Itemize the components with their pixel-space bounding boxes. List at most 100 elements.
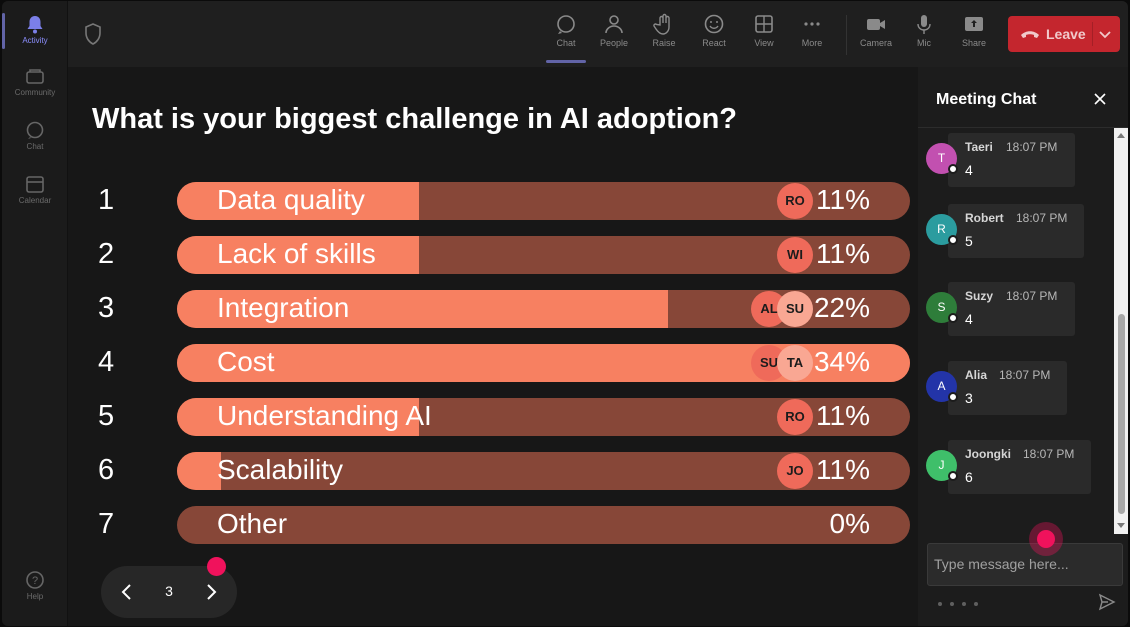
option-bar: Integration AL SU 22% [177,290,910,328]
sender-name: Suzy [965,289,994,303]
raise-hand-button[interactable]: Raise [640,9,688,61]
view-label: View [754,38,774,48]
poll-option[interactable]: 7 Other 0% [68,506,918,544]
presence-dot [948,392,958,402]
people-button[interactable]: People [590,9,638,61]
calendar-icon [26,176,44,193]
chat-message[interactable]: Suzy 18:07 PM 4 [948,282,1075,336]
more-button[interactable]: More [788,9,836,61]
poll-question: What is your biggest challenge in AI ado… [92,103,738,135]
rail-item-community[interactable]: Community [2,59,68,109]
chat-message[interactable]: Taeri 18:07 PM 4 [948,133,1075,187]
option-label: Integration [217,292,350,323]
option-number: 6 [98,454,115,486]
meeting-chat-panel: Meeting Chat Taeri 18:07 PM 4 T Robert 18:07 … [918,67,1128,626]
raise-label: Raise [652,38,676,48]
option-label: Scalability [217,454,344,485]
option-label: Other [217,508,288,539]
chat-message[interactable]: Alia 18:07 PM 3 [948,361,1067,415]
chevron-left-icon[interactable] [115,580,139,604]
poll-option[interactable]: 4 Cost SU TA 34% [68,344,918,382]
scroll-down-arrow-icon[interactable] [1117,523,1125,529]
option-percent: 34% [813,346,870,377]
presence-dot [948,313,958,323]
poll-option[interactable]: 3 Integration AL SU 22% [68,290,918,328]
avatar-initial: T [937,151,946,165]
sender-name: Taeri [965,140,993,154]
poll-option[interactable]: 5 Understanding AI RO 11% [68,398,918,436]
option-label: Understanding AI [217,400,432,431]
rail-item-help[interactable]: ? Help [2,563,68,613]
option-bar: Data quality RO 11% [177,182,910,220]
click-indicator [1029,522,1063,556]
avatar[interactable]: T [926,143,958,174]
chat-message[interactable]: Joongki 18:07 PM 6 [948,440,1091,494]
share-screen-icon [965,17,983,31]
message-time: 18:07 PM [1016,211,1068,225]
option-bar: Lack of skills WI 11% [177,236,910,274]
help-icon: ? [26,571,44,589]
leave-divider [1092,22,1093,46]
shield-icon[interactable] [84,23,102,45]
view-button[interactable]: View [740,9,788,61]
camera-button[interactable]: Camera [852,9,900,61]
option-bar: Other 0% [177,506,910,544]
option-fill [177,452,221,490]
people-icon [605,15,623,34]
option-number: 5 [98,400,115,432]
message-compose [927,543,1123,586]
message-time: 18:07 PM [1023,447,1075,461]
chevron-down-icon[interactable] [1098,26,1112,42]
rail-item-calendar[interactable]: Calendar [2,167,68,217]
chat-message[interactable]: Robert 18:07 PM 5 [948,204,1084,258]
message-input[interactable] [934,552,1114,576]
option-label: Data quality [217,184,365,215]
sender-name: Joongki [965,447,1012,461]
more-label: More [801,38,823,48]
presence-dot [948,164,958,174]
poll-option[interactable]: 6 Scalability JO 11% [68,452,918,490]
community-icon [26,69,44,84]
react-button[interactable]: React [690,9,738,61]
chat-scrollbar[interactable] [1114,128,1128,534]
poll-option[interactable]: 2 Lack of skills WI 11% [68,236,918,274]
rail-item-chat[interactable]: Chat [2,113,68,163]
poll-option[interactable]: 1 Data quality RO 11% [68,182,918,220]
avatar[interactable]: R [926,214,958,245]
chat-button[interactable]: Chat [542,9,590,63]
message-time: 18:07 PM [1006,140,1058,154]
scroll-up-arrow-icon[interactable] [1117,132,1125,138]
avatar[interactable]: J [926,450,958,481]
message-text: 6 [965,469,973,485]
page-number: 3 [165,583,173,599]
message-text: 4 [965,162,973,178]
toolbar-divider [846,15,847,55]
option-fill [177,182,419,220]
camera-icon [867,19,885,30]
chevron-right-icon[interactable] [199,580,223,604]
close-icon[interactable] [1092,91,1108,107]
avatar-initial: J [938,458,945,472]
option-percent: 0% [829,508,870,539]
hang-up-icon [1021,31,1039,38]
rail-item-activity[interactable]: Activity [2,7,68,57]
avatar[interactable]: A [926,371,958,402]
chat-header-divider [918,127,1128,128]
avatar-initial: S [937,300,946,314]
leave-button[interactable]: Leave [1008,16,1120,52]
option-percent: 11% [816,400,870,431]
svg-text:?: ? [32,575,38,587]
mic-button[interactable]: Mic [900,9,948,61]
poll-stage: What is your biggest challenge in AI ado… [68,67,918,626]
format-icons[interactable] [936,599,986,609]
share-button[interactable]: Share [950,9,998,61]
option-percent: 11% [816,184,870,215]
send-icon[interactable] [1098,593,1116,611]
react-label: React [702,38,726,48]
presence-dot [948,235,958,245]
option-number: 3 [98,292,115,324]
presence-dot [948,471,958,481]
avatar[interactable]: S [926,292,958,323]
message-text: 4 [965,311,973,327]
scroll-thumb[interactable] [1118,314,1125,514]
